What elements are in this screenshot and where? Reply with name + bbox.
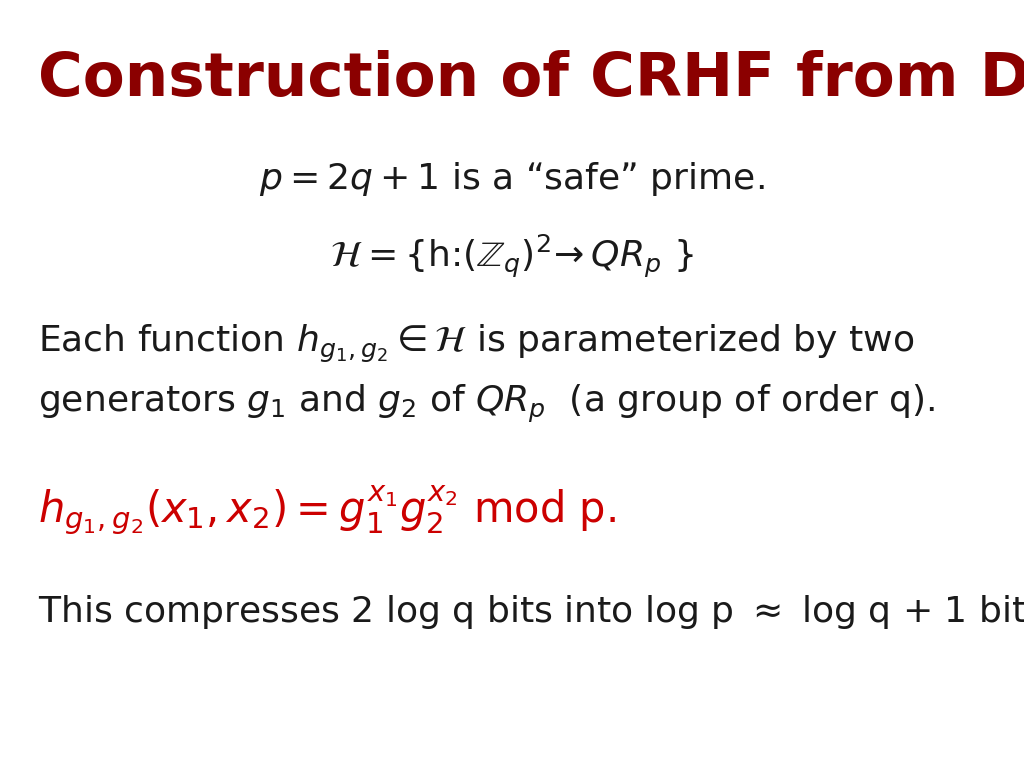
Text: This compresses 2 log q bits into log p $\approx$ log q + 1 bits.: This compresses 2 log q bits into log p …	[38, 593, 1024, 631]
Text: $\mathcal{H} = \{\mathrm{h}\colon (\mathbb{Z}_q)^2\!\to QR_p\ \}$: $\mathcal{H} = \{\mathrm{h}\colon (\math…	[330, 233, 694, 280]
Text: $p = 2q + 1$ is a “safe” prime.: $p = 2q + 1$ is a “safe” prime.	[259, 160, 765, 198]
Text: $h_{g_1,g_2}(x_1, x_2) = g_1^{x_1}g_2^{x_2}$ mod p.: $h_{g_1,g_2}(x_1, x_2) = g_1^{x_1}g_2^{x…	[38, 483, 615, 537]
Text: generators $g_1$ and $g_2$ of $QR_p$  (a group of order q).: generators $g_1$ and $g_2$ of $QR_p$ (a …	[38, 383, 935, 425]
Text: Construction of CRHF from Discrete Log: Construction of CRHF from Discrete Log	[38, 50, 1024, 109]
Text: Each function $h_{g_1,g_2} \in \mathcal{H}$ is parameterized by two: Each function $h_{g_1,g_2} \in \mathcal{…	[38, 323, 914, 365]
